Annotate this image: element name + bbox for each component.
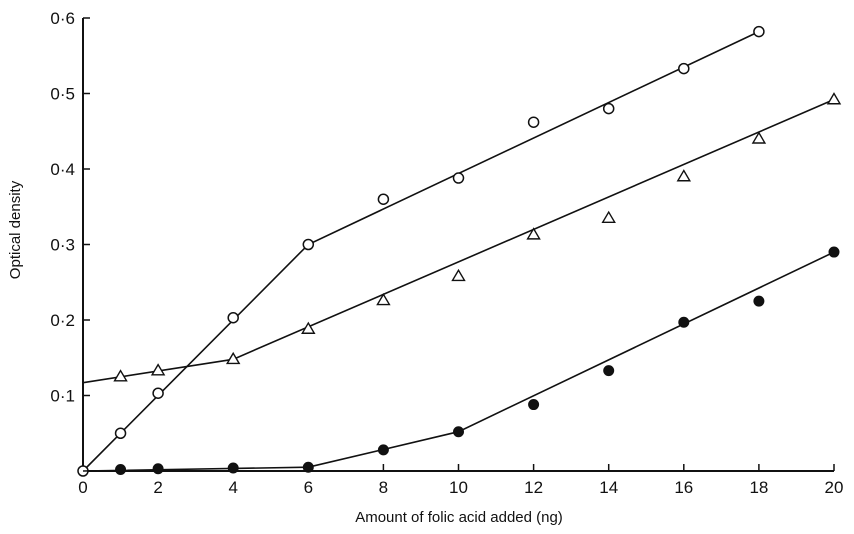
x-tick-label: 8 — [379, 478, 388, 497]
data-point-open-circle — [602, 102, 615, 115]
data-point-open-triangle — [526, 227, 541, 240]
x-axis-title: Amount of folic acid added (ng) — [355, 509, 563, 526]
x-tick-label: 20 — [825, 478, 844, 497]
data-point-filled-circle — [528, 399, 540, 411]
data-point-open-triangle — [301, 321, 316, 334]
data-point-filled-circle — [453, 426, 464, 438]
data-point-filled-circle — [377, 444, 389, 456]
data-point-open-circle — [753, 25, 765, 38]
y-tick-label: 0·1 — [50, 387, 75, 406]
data-point-open-triangle — [225, 351, 241, 365]
data-point-filled-circle — [753, 295, 765, 307]
data-point-filled-circle — [152, 463, 164, 475]
series-open-triangle — [82, 92, 842, 384]
data-point-filled-circle — [678, 316, 690, 328]
data-point-filled-circle — [227, 462, 239, 474]
data-point-open-circle — [114, 427, 127, 439]
axes: 0 2 4 6 8 10 12 14 16 18 20 0·1 0·2 0·3 0·4 0·5 0·6 — [50, 9, 843, 497]
y-tick-label: 0·3 — [50, 236, 75, 255]
data-point-open-circle — [678, 62, 690, 75]
series-filled-circle — [82, 246, 840, 475]
data-point-open-triangle — [601, 210, 616, 223]
series-open-circle — [77, 25, 765, 477]
data-point-filled-circle — [828, 246, 840, 258]
data-point-open-circle — [452, 172, 465, 184]
fit-line — [82, 98, 835, 384]
fit-line — [82, 251, 835, 472]
x-tick-label: 2 — [153, 478, 162, 497]
x-tick-label: 4 — [228, 478, 237, 497]
x-tick-label: 16 — [674, 478, 693, 497]
data-point-open-triangle — [150, 363, 166, 376]
y-tick-label: 0·5 — [50, 85, 75, 104]
data-point-open-triangle — [826, 92, 842, 105]
x-tick-label: 18 — [749, 478, 768, 497]
x-tick-label: 10 — [449, 478, 468, 497]
y-tick-label: 0·6 — [50, 9, 75, 28]
data-point-open-triangle — [676, 169, 692, 182]
data-point-open-triangle — [113, 369, 128, 382]
x-tick-label: 14 — [599, 478, 618, 497]
x-tick-label: 0 — [78, 478, 87, 497]
y-axis-title: Optical density — [7, 180, 24, 279]
data-point-open-circle — [227, 311, 239, 324]
x-tick-label: 6 — [304, 478, 313, 497]
y-tick-label: 0·4 — [50, 160, 75, 179]
data-point-open-circle — [152, 387, 164, 399]
y-tick-label: 0·2 — [50, 311, 75, 330]
data-point-open-circle — [377, 193, 390, 205]
data-point-filled-circle — [603, 365, 615, 377]
fit-line — [82, 30, 760, 472]
data-point-filled-circle — [115, 463, 127, 475]
x-tick-label: 12 — [524, 478, 543, 497]
data-point-open-triangle — [376, 292, 391, 306]
data-point-open-circle — [527, 116, 540, 128]
series-layer — [77, 25, 842, 477]
data-point-open-triangle — [751, 131, 767, 144]
data-point-open-circle — [302, 238, 315, 251]
data-point-open-triangle — [451, 268, 466, 282]
data-point-filled-circle — [302, 461, 314, 473]
